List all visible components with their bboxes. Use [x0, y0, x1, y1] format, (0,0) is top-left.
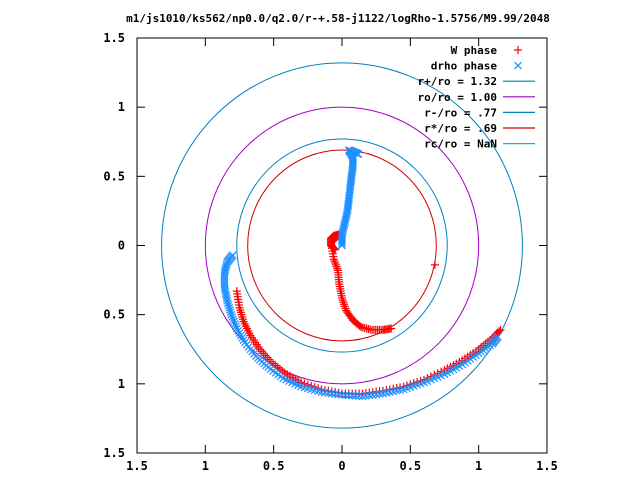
x-tick-label-5: 1	[475, 459, 482, 473]
x-tick-label-3: 0	[338, 459, 345, 473]
y-tick-label-6: 1.5	[103, 446, 125, 460]
legend-label-5: r*/ro = .69	[424, 122, 497, 135]
drho-phase-point-100	[230, 317, 238, 326]
circles-layer	[161, 62, 523, 429]
series-1	[220, 146, 502, 401]
drho-phase-point-1	[338, 239, 346, 248]
drho-phase-point-92	[223, 299, 232, 308]
drho-phase-point-88	[221, 289, 230, 298]
x-tick-label-2: 0.5	[263, 459, 285, 473]
drho-phase-point-97	[227, 310, 236, 319]
drho-phase-point-86	[220, 285, 229, 294]
drho-phase-point-146	[341, 391, 350, 400]
drho-phase-point-89	[222, 292, 231, 301]
drho-phase-point-105	[235, 329, 244, 338]
w-phase-point-82	[433, 369, 442, 378]
points-layer	[220, 146, 505, 401]
w-phase-point-150	[333, 264, 342, 273]
w-phase-point-164	[338, 296, 347, 305]
w-phase-point-149	[332, 262, 341, 271]
drho-phase-point-149	[351, 391, 360, 400]
legend: W phase drho phase r+/ro = 1.32 ro/ro = 1.0…	[418, 44, 535, 151]
drho-phase-point-95	[226, 306, 234, 314]
x-tick-label-1: 1	[202, 459, 209, 473]
x-tick-label-6: 1.5	[536, 459, 558, 473]
w-phase-point-148	[331, 260, 340, 269]
w-phase-point-107	[495, 327, 504, 336]
drho-phase-point-147	[344, 391, 353, 400]
y-tick-label-2: 0.5	[103, 169, 125, 183]
w-phase-point-108	[496, 325, 505, 334]
w-phase-point-145	[329, 255, 338, 264]
drho-phase-point-3	[338, 236, 346, 244]
drho-phase-point-93	[224, 301, 233, 310]
w-phase-point-147	[331, 259, 340, 268]
legend-label-6: rc/ro = NaN	[424, 138, 497, 151]
x-tick-label-0: 1.5	[126, 459, 148, 473]
y-tick-label-0: 1.5	[103, 31, 125, 45]
x-tick-label-4: 0.5	[399, 459, 421, 473]
drho-phase-point-90	[222, 294, 231, 303]
w-phase-point-146	[330, 257, 339, 266]
drho-phase-point-98	[228, 313, 237, 321]
w-phase-point-166	[340, 300, 349, 309]
drho-phase-point-108	[239, 336, 248, 344]
y-tick-label-4: 0.5	[103, 308, 125, 322]
circle-3	[247, 149, 437, 342]
drho-phase-point-85	[220, 283, 229, 291]
drho-phase-point-2	[338, 237, 346, 246]
w-phase-point-138	[328, 237, 337, 246]
circle-1	[204, 106, 480, 385]
drho-phase-point-91	[223, 296, 232, 305]
drho-phase-point-87	[221, 287, 230, 296]
drho-phase-point-102	[231, 322, 240, 331]
w-phase-point-199	[387, 324, 396, 333]
drho-phase-point-66	[354, 150, 363, 159]
legend-symbol-0	[514, 46, 522, 54]
legend-symbol-1	[514, 61, 522, 70]
drho-phase-point-199	[493, 332, 502, 341]
legend-label-0: W phase	[451, 44, 498, 57]
drho-phase-point-148	[348, 391, 357, 400]
circle-2	[236, 138, 448, 353]
ticks-layer: 1.5 1 0.5 0 0.5 1 1.51.510.500.511.5	[103, 31, 558, 473]
drho-phase-point-107	[238, 333, 247, 342]
y-tick-label-5: 1	[118, 377, 125, 391]
w-phase-point-26	[259, 349, 268, 358]
y-tick-label-1: 1	[118, 100, 125, 114]
circle-0	[161, 62, 523, 429]
w-phase-point-165	[339, 298, 348, 307]
legend-label-1: drho phase	[431, 60, 498, 73]
drho-phase-point-106	[236, 331, 245, 340]
drho-phase-point-101	[231, 319, 239, 328]
y-tick-label-3: 0	[118, 239, 125, 253]
drho-phase-point-94	[225, 303, 234, 312]
w-phase-point-200	[430, 260, 439, 269]
drho-phase-point-0	[338, 241, 346, 250]
drho-phase-point-96	[226, 308, 235, 317]
drho-phase-point-104	[234, 326, 243, 335]
drho-phase-point-150	[355, 392, 364, 400]
legend-label-2: r+/ro = 1.32	[418, 75, 497, 88]
drho-phase-point-103	[232, 324, 241, 333]
drho-phase-point-145	[338, 390, 346, 399]
drho-phase-point-99	[229, 315, 238, 324]
w-phase-point-25	[257, 347, 266, 356]
legend-label-4: r-/ro = .77	[424, 106, 497, 119]
chart-title: m1/js1010/ks562/np0.0/q2.0/r-+.58-j1122/…	[126, 12, 550, 25]
legend-label-3: ro/ro = 1.00	[418, 91, 497, 104]
